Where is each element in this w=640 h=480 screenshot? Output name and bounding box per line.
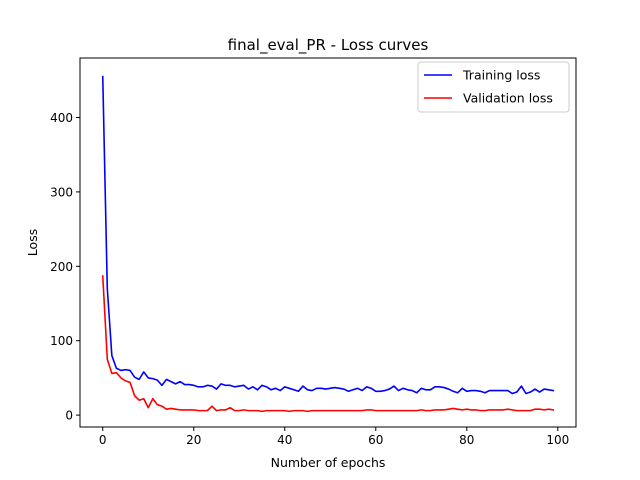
x-axis-label: Number of epochs: [271, 455, 386, 470]
series-line-training-loss: [101, 75, 555, 395]
x-tick-label: 40: [277, 433, 292, 447]
axis-ticks: 0 20 40 60 80 100 0 100 200 300 400: [50, 111, 569, 447]
series-lines: [101, 75, 555, 413]
y-tick-label: 0: [65, 409, 73, 423]
legend-label: Validation loss: [463, 91, 553, 106]
y-tick-label: 100: [50, 334, 73, 348]
axes-frame: [79, 57, 577, 428]
plot-area: [80, 58, 576, 427]
x-tick-label: 80: [459, 433, 474, 447]
legend-box: [417, 61, 570, 113]
x-tick-label: 0: [99, 433, 107, 447]
y-tick-label: 400: [50, 111, 73, 125]
series-line-validation-loss: [101, 275, 555, 413]
y-tick-label: 200: [50, 260, 73, 274]
x-tick-label: 60: [368, 433, 383, 447]
legend-label: Training loss: [462, 68, 540, 83]
y-axis-label: Loss: [25, 229, 40, 256]
legend: Training loss Validation loss: [417, 61, 570, 113]
x-tick-label: 20: [186, 433, 201, 447]
chart-title: final_eval_PR - Loss curves: [228, 36, 429, 55]
y-tick-label: 300: [50, 185, 73, 199]
x-tick-label: 100: [546, 433, 569, 447]
